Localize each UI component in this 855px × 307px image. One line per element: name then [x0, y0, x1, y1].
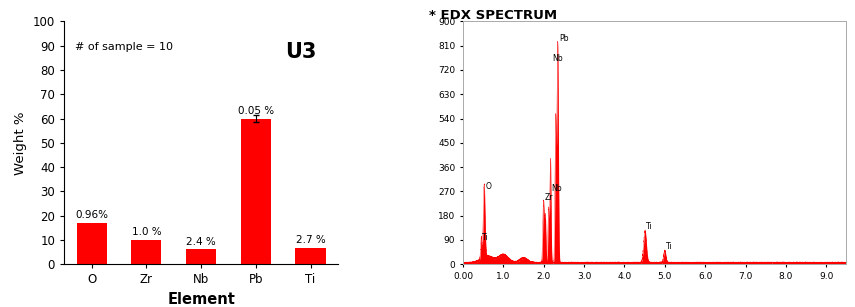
- X-axis label: Element: Element: [167, 292, 235, 307]
- Text: # of sample = 10: # of sample = 10: [75, 42, 173, 52]
- Text: O: O: [486, 182, 492, 191]
- Text: Ti: Ti: [482, 233, 489, 242]
- Text: Nb: Nb: [551, 185, 562, 193]
- Bar: [77, 223, 107, 264]
- Text: 1.0 %: 1.0 %: [132, 227, 162, 237]
- Text: * EDX SPECTRUM: * EDX SPECTRUM: [428, 9, 557, 22]
- Y-axis label: Weight %: Weight %: [15, 111, 27, 174]
- Bar: [186, 250, 216, 264]
- Text: Ti: Ti: [646, 222, 653, 231]
- Text: Nb: Nb: [551, 54, 563, 63]
- Bar: [296, 248, 326, 264]
- Text: Zr: Zr: [545, 192, 553, 201]
- Bar: [241, 119, 271, 264]
- Text: 2.4 %: 2.4 %: [186, 237, 216, 247]
- Text: 0.05 %: 0.05 %: [238, 106, 274, 116]
- Text: 2.7 %: 2.7 %: [296, 235, 326, 245]
- Text: Pb: Pb: [559, 33, 569, 42]
- Bar: [132, 240, 162, 264]
- Text: 0.96%: 0.96%: [75, 210, 108, 220]
- Text: Ti: Ti: [666, 242, 673, 251]
- Text: U3: U3: [285, 42, 316, 62]
